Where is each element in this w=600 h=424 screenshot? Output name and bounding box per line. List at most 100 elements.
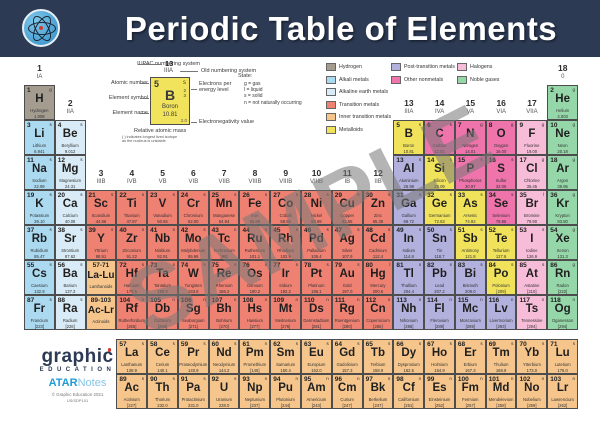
element-In: 49 s In Indium 114.8 <box>393 225 425 260</box>
state-letter: s <box>264 192 268 197</box>
placeholder-symbol: Ac-Lr <box>87 305 114 316</box>
state-letter: s <box>541 262 545 267</box>
element-name: Oxygen <box>493 142 509 148</box>
atomic-mass: 32.06 <box>495 183 507 189</box>
element-Bi: 83 s Bi Bismuth 209.0 <box>454 260 486 295</box>
element-name: Bromine <box>524 212 540 218</box>
element-name: Manganese <box>213 212 235 218</box>
state-letter: s <box>418 262 422 267</box>
atomic-mass: 118.7 <box>434 253 445 259</box>
element-Hs: 108 n Hs Hassium [277] <box>239 295 271 330</box>
atomic-number: 23 <box>150 192 158 199</box>
state-letter: g <box>510 122 514 127</box>
legend-label: Post-transition metals <box>404 64 455 70</box>
group-header-7: 7 VIIB <box>209 169 240 185</box>
atomic-mass: 22.99 <box>34 183 45 189</box>
state-letter: s <box>141 192 145 197</box>
atomic-number: 25 <box>211 192 219 199</box>
state-letter: g <box>541 122 545 127</box>
element-name: Tennessine <box>521 317 543 323</box>
element-symbol: Gd <box>339 347 356 359</box>
state-letter: n <box>572 376 576 381</box>
element-symbol: Ru <box>247 233 263 245</box>
state-letter: l <box>389 262 391 267</box>
element-symbol: Rg <box>339 303 355 315</box>
element-Lv: 116 n Lv Livermorium [293] <box>485 295 517 330</box>
element-P: 15 s P Phosphorus 30.97 <box>454 155 486 190</box>
atomic-mass: [268] <box>157 323 168 329</box>
group-number: 15 <box>465 98 476 108</box>
atomic-mass: 140.1 <box>157 367 168 373</box>
group-number: 13 <box>404 98 414 108</box>
element-Cm: 96 n Cm Curium [247] <box>331 374 363 409</box>
legend-label: Alkali metals <box>339 76 369 83</box>
state-letter: s <box>49 122 52 127</box>
group-header-16: 16 VIA <box>486 99 517 115</box>
element-name: Radon <box>556 282 569 288</box>
atomic-mass: 138.9 <box>126 367 137 373</box>
element-Pm: 61 n Pm Promethium [145] <box>239 339 271 374</box>
atomic-mass: 54.94 <box>218 218 230 224</box>
element-Pa: 91 s Pa Protactinium 231.0 <box>177 374 209 409</box>
state-letter: n <box>510 376 514 381</box>
element-name: Potassium <box>29 212 50 218</box>
atomic-mass: 207.2 <box>434 288 445 294</box>
element-Xe: 54 g Xe Xenon 131.3 <box>547 225 579 260</box>
atomic-number: 21 <box>88 192 96 199</box>
state-letter: s <box>172 262 175 267</box>
element-Se: 34 s Se Selenium 78.96 <box>485 190 517 225</box>
group-header-3: 3 IIIB <box>86 169 117 185</box>
element-Md: 101 n Md Mendelevium [258] <box>485 374 517 409</box>
group-number: 8 <box>252 168 258 178</box>
state-letter: n <box>357 376 360 381</box>
atomic-number: 38 <box>57 227 65 234</box>
atomic-number: 82 <box>427 262 435 269</box>
atomic-number: 51 <box>457 227 466 234</box>
element-Rn: 86 g Rn Radon [222] <box>547 260 579 295</box>
element-symbol: Te <box>494 233 508 245</box>
state-letter: s <box>141 227 145 232</box>
element-name: Dysprosium <box>397 361 420 367</box>
element-name: Chromium <box>183 212 203 218</box>
header-bar: Periodic Table of Elements <box>0 0 600 57</box>
element-Cs: 55 s Cs Caesium 132.9 <box>24 260 55 295</box>
element-symbol: Pr <box>187 347 200 359</box>
group-old-number: VA <box>466 108 475 115</box>
state-letter: s <box>203 341 206 346</box>
element-name: Argon <box>557 177 569 183</box>
group-old-number: VIA <box>496 108 507 115</box>
atomic-number: 100 <box>457 376 469 383</box>
state-letter: g <box>49 87 52 92</box>
atomic-number: 18 <box>550 157 558 164</box>
element-symbol: Sc <box>93 198 108 210</box>
atomic-number: 74 <box>180 262 189 269</box>
legend-swatch-onm <box>391 75 401 84</box>
atomic-number: 49 <box>396 227 404 234</box>
element-Ba: 56 s Ba Barium 137.3 <box>54 260 86 295</box>
element-Eu: 63 s Eu Europium 152.0 <box>301 339 332 374</box>
state-letter: s <box>172 341 175 346</box>
mass-note: ( ) indicates longest lived isotope as th… <box>122 135 178 144</box>
state-letter: s <box>326 262 329 267</box>
atomic-number: 40 <box>119 227 127 234</box>
atomic-mass: 102.9 <box>280 253 291 259</box>
state-letter: n <box>418 376 422 381</box>
atomic-mass: 175.0 <box>557 367 568 373</box>
state-letter: n <box>326 297 329 302</box>
atomic-mass: [276] <box>280 323 291 329</box>
element-Fl: 114 n Fl Flerovium [289] <box>424 295 455 330</box>
group-old-number: IIIA <box>404 108 414 115</box>
atomic-number: 78 <box>304 262 312 269</box>
element-name: Tungsten <box>184 282 202 288</box>
element-name: Rhenium <box>215 282 233 288</box>
state-letter: n <box>264 297 268 302</box>
element-symbol: Mg <box>61 163 79 175</box>
atomic-number: 32 <box>427 192 435 199</box>
atomic-mass: [98] <box>220 253 228 259</box>
legend-swatch-itm <box>326 113 336 122</box>
element-Rh: 45 s Rh Rhodium 102.9 <box>270 225 301 260</box>
state-letter: g <box>572 87 576 92</box>
atarnotes-logo: ATARNotes <box>48 377 107 389</box>
atomic-number: 111 <box>334 297 345 304</box>
element-B: 5 s B Boron 10.81 <box>393 120 425 155</box>
